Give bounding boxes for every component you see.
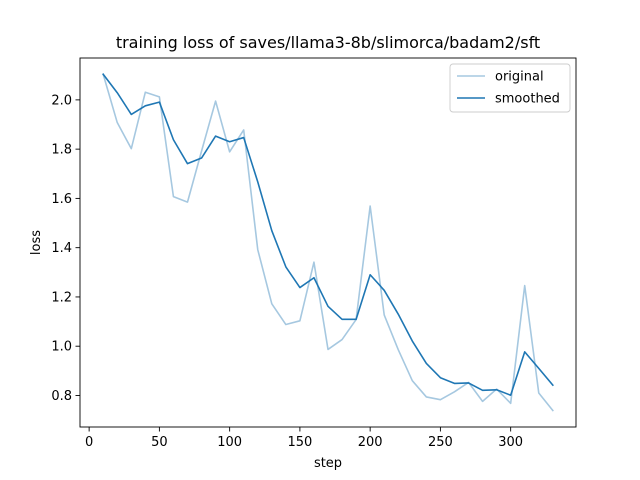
x-tick-label: 100: [217, 435, 242, 450]
x-tick-label: 250: [428, 435, 453, 450]
y-tick-label: 1.8: [51, 143, 72, 158]
legend: original smoothed: [449, 63, 571, 113]
y-axis-label: loss: [29, 230, 44, 255]
y-tick-label: 1.6: [51, 192, 72, 207]
plot-area: [80, 58, 576, 427]
series-line-original: [102, 73, 554, 412]
chart-title: training loss of saves/llama3-8b/slimorc…: [116, 33, 540, 52]
x-tick-label: 150: [287, 435, 312, 450]
series-layer: [102, 73, 554, 412]
x-tick-label: 200: [358, 435, 383, 450]
y-tick-label: 1.4: [51, 241, 72, 256]
legend-label-original: original: [495, 70, 544, 85]
y-tick-label: 2.0: [51, 93, 72, 108]
y-tick-label: 1.0: [51, 340, 72, 355]
y-axis: 0.8 1.0 1.2 1.4 1.6 1.8 2.0: [51, 93, 80, 404]
series-line-smoothed: [102, 73, 554, 397]
x-tick-label: 0: [85, 435, 93, 450]
y-tick-label: 1.2: [51, 290, 72, 305]
plot-frame: [79, 57, 577, 428]
legend-label-smoothed: smoothed: [495, 92, 560, 107]
x-axis-label: step: [314, 456, 342, 471]
y-tick-label: 0.8: [51, 389, 72, 404]
x-tick-label: 50: [151, 435, 168, 450]
x-axis: 0 50 100 150 200 250 300: [85, 427, 523, 450]
x-tick-label: 300: [498, 435, 523, 450]
